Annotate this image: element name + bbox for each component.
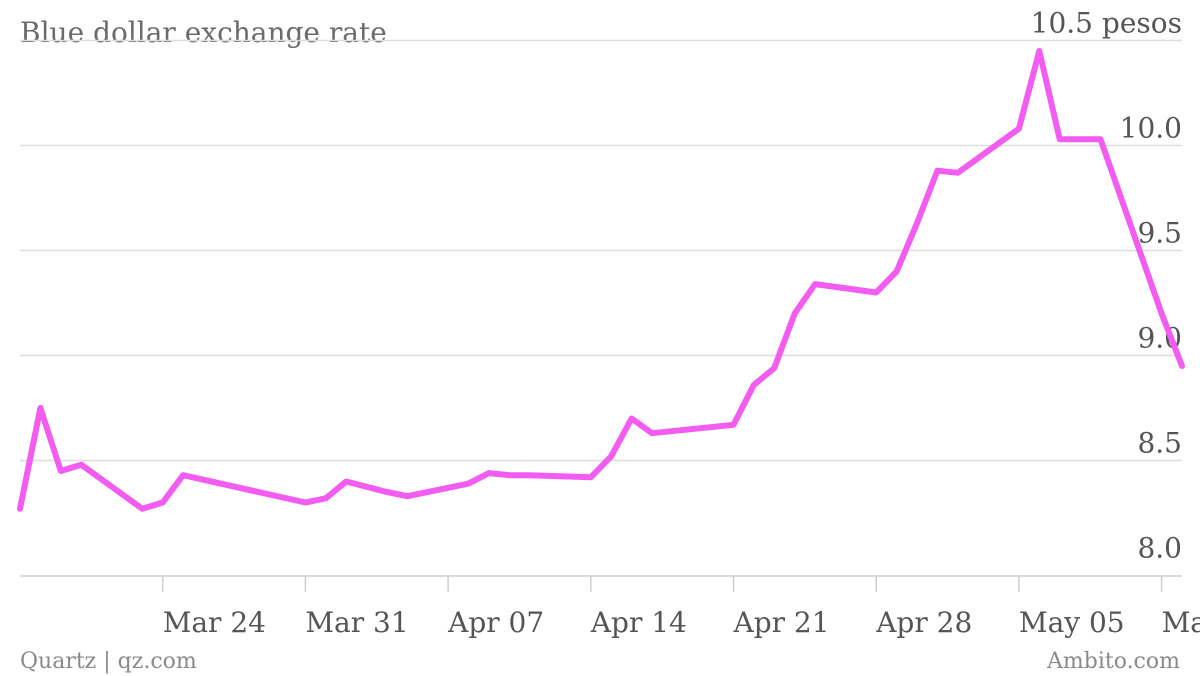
x-tick-label: May 05 (1019, 606, 1125, 639)
x-axis-ticks: Mar 24 Mar 31 Apr 07 Apr 14 Apr 21 Apr 28 May … (161, 576, 1200, 639)
x-tick-label: Apr 21 (733, 606, 830, 639)
chart-title: Blue dollar exchange rate (20, 16, 387, 49)
y-axis-ticks: 8.08.59.09.510.010.5 pesos (1031, 7, 1182, 565)
y-tick-label: 9.5 (1137, 217, 1182, 250)
y-tick-label: 8.0 (1137, 532, 1182, 565)
gridlines (20, 39, 1182, 462)
y-tick-label: 10.0 (1120, 112, 1182, 145)
series-layer (17, 48, 1185, 512)
y-tick-label: 8.5 (1137, 427, 1182, 460)
x-tick-label: Mar 31 (305, 606, 408, 639)
x-tick-label: Apr 07 (447, 606, 544, 639)
source-right: Ambito.com (1046, 649, 1180, 674)
x-tick-label: Apr 14 (590, 606, 687, 639)
x-tick-label: Apr 28 (875, 606, 972, 639)
series-line (17, 48, 1185, 512)
x-tick-label: May 12 (1162, 606, 1200, 639)
x-tick-label: Mar 24 (163, 606, 266, 639)
y-tick-label: 10.5 pesos (1031, 7, 1182, 40)
source-left: Quartz | qz.com (20, 649, 197, 674)
